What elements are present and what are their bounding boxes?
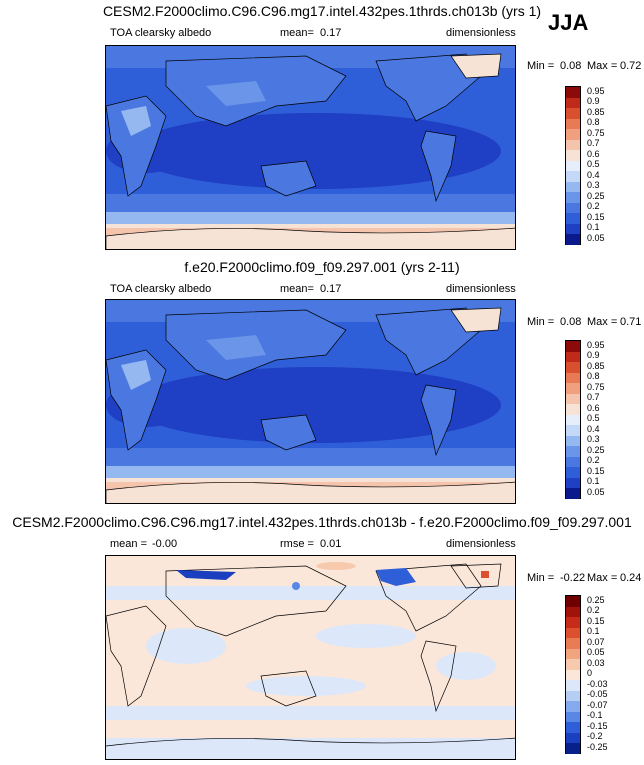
colorbar-tick: 0.25	[587, 191, 605, 201]
panel-3-mean-label: mean =	[110, 538, 147, 550]
panel-1-map	[105, 45, 516, 250]
panel-3-max-value: 0.24	[620, 572, 642, 584]
colorbar-tick: -0.1	[587, 710, 603, 720]
panel-1-max-value: 0.72	[620, 60, 642, 72]
colorbar-tick: 0.05	[587, 233, 605, 243]
panel-1-mean-label: mean=	[280, 27, 314, 39]
panel-2-map	[105, 299, 516, 504]
colorbar-tick: 0.15	[587, 616, 605, 626]
colorbar-tick: 0.8	[587, 371, 600, 381]
colorbar-tick: 0.3	[587, 434, 600, 444]
colorbar-tick: -0.2	[587, 731, 603, 741]
panel-3-units: dimensionless	[446, 538, 516, 550]
panel-2-variable-label: TOA clearsky albedo	[110, 283, 212, 295]
colorbar-tick: 0.95	[587, 340, 605, 350]
colorbar-tick: 0.3	[587, 180, 600, 190]
colorbar-tick: 0.2	[587, 201, 600, 211]
colorbar-tick: 0.2	[587, 605, 600, 615]
colorbar-tick: 0.95	[587, 86, 605, 96]
colorbar-tick: 0.5	[587, 413, 600, 423]
panel-2-max-label: Max =	[587, 316, 618, 328]
colorbar-tick: 0.85	[587, 361, 605, 371]
colorbar-tick: -0.25	[587, 742, 608, 752]
colorbar-tick: 0.8	[587, 117, 600, 127]
colorbar-tick: 0.75	[587, 382, 605, 392]
panel-2-mean-label: mean=	[280, 283, 314, 295]
colorbar-tick: 0.9	[587, 350, 600, 360]
colorbar-tick: 0.5	[587, 159, 600, 169]
colorbar-tick: 0.7	[587, 392, 600, 402]
colorbar-tick: 0.15	[587, 466, 605, 476]
colorbar-tick: 0.25	[587, 595, 605, 605]
colorbar-tick: 0.07	[587, 637, 605, 647]
panel-2-min-label: Min =	[527, 316, 555, 328]
panel-3-title: CESM2.F2000climo.C96.C96.mg17.intel.432p…	[12, 514, 632, 530]
colorbar-tick: 0	[587, 668, 593, 678]
colorbar-tick: -0.03	[587, 679, 608, 689]
colorbar-tick: 0.7	[587, 138, 600, 148]
panel-1-min-label: Min =	[527, 60, 555, 72]
colorbar-tick: 0.15	[587, 212, 605, 222]
panel-3-mean-value: -0.00	[152, 538, 178, 550]
colorbar-tick: 0.4	[587, 424, 600, 434]
colorbar-tick: 0.05	[587, 647, 605, 657]
colorbar-tick: 0.25	[587, 445, 605, 455]
colorbar-tick: -0.07	[587, 700, 608, 710]
panel-1-min-value: 0.08	[560, 60, 582, 72]
colorbar-tick: 0.9	[587, 96, 600, 106]
colorbar-tick: 0.1	[587, 222, 600, 232]
panel-2-units: dimensionless	[446, 283, 516, 295]
panel-2-mean-value: 0.17	[320, 283, 342, 295]
panel-3-min-value: -0.22	[560, 572, 586, 584]
colorbar-tick: 0.1	[587, 626, 600, 636]
colorbar-tick: 0.85	[587, 107, 605, 117]
panel-1-max-label: Max =	[587, 60, 618, 72]
colorbar-tick: 0.6	[587, 149, 600, 159]
panel-3-colorbar	[565, 595, 581, 754]
panel-1-colorbar	[565, 86, 581, 245]
colorbar-tick: 0.6	[587, 403, 600, 413]
panel-2-colorbar	[565, 340, 581, 499]
colorbar-tick: 0.05	[587, 487, 605, 497]
season-label: JJA	[548, 10, 589, 35]
panel-3-rmse-value: 0.01	[320, 538, 342, 550]
panel-2-max-value: 0.71	[620, 316, 642, 328]
panel-3-min-label: Min =	[527, 572, 555, 584]
panel-3-rmse-label: rmse =	[280, 538, 314, 550]
colorbar-tick: 0.2	[587, 455, 600, 465]
colorbar-tick: -0.15	[587, 721, 608, 731]
panel-1-variable-label: TOA clearsky albedo	[110, 27, 212, 39]
colorbar-tick: 0.1	[587, 476, 600, 486]
colorbar-tick: -0.05	[587, 689, 608, 699]
colorbar-tick: 0.75	[587, 128, 605, 138]
colorbar-tick: 0.03	[587, 658, 605, 668]
panel-1-mean-value: 0.17	[320, 27, 342, 39]
panel-2-min-value: 0.08	[560, 316, 582, 328]
panel-2-title: f.e20.F2000climo.f09_f09.297.001 (yrs 2-…	[184, 259, 460, 275]
panel-1-title: CESM2.F2000climo.C96.C96.mg17.intel.432p…	[102, 3, 542, 19]
panel-1-units: dimensionless	[446, 27, 516, 39]
panel-3-max-label: Max =	[587, 572, 618, 584]
colorbar-tick: 0.4	[587, 170, 600, 180]
panel-3-map	[105, 555, 516, 760]
